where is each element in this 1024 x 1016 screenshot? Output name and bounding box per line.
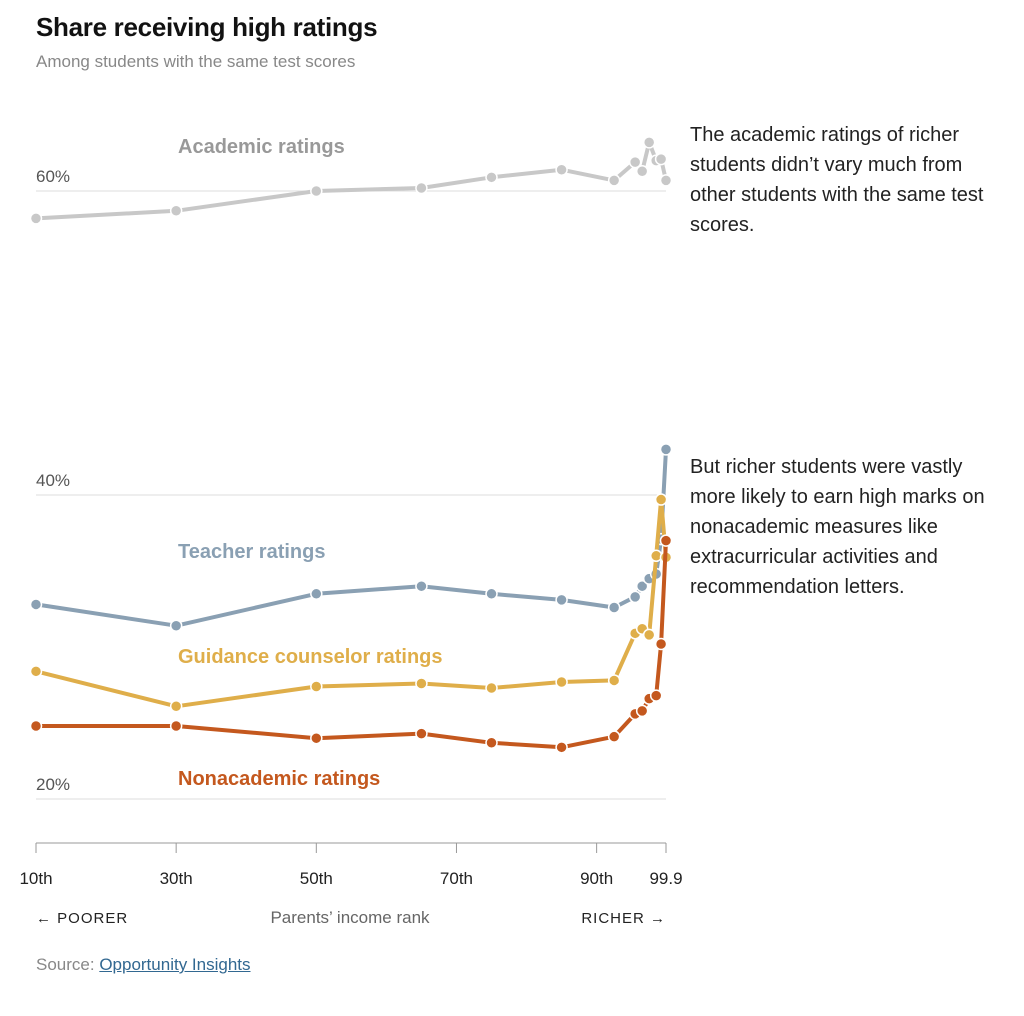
x-axis-right-label: RICHER → [581,910,666,927]
series-line [34,538,668,750]
data-point [29,212,43,225]
data-point [654,637,668,651]
data-point [415,727,428,740]
y-tick-label: 20% [36,775,70,794]
data-point [310,184,323,198]
data-point [635,579,649,593]
data-point [169,719,183,733]
source-link[interactable]: Opportunity Insights [99,955,251,974]
data-point [628,590,642,604]
series-line [34,140,668,221]
y-tick-label: 40% [36,471,70,490]
series-label: Guidance counselor ratings [178,646,443,668]
data-point [642,628,656,642]
chart-subtitle: Among students with the same test scores [36,52,356,71]
data-point [628,155,642,169]
x-tick-label: 10th [19,869,52,888]
data-point [29,665,43,678]
data-point [485,736,498,750]
chart-title: Share receiving high ratings [36,12,378,42]
data-point [485,587,498,601]
data-point [415,579,428,593]
data-point [310,587,323,601]
data-point [555,741,568,754]
data-point [607,674,621,687]
data-point [649,689,663,702]
x-tick-label: 30th [160,869,193,888]
academic-annotation: The academic ratings of richer students … [690,124,984,236]
data-point [555,593,568,607]
source-line: Source: Opportunity Insights [36,955,251,975]
series-label: Teacher ratings [178,541,325,563]
data-point [659,174,673,187]
x-tick-label: 50th [300,869,333,888]
data-point [310,680,323,693]
data-point [642,136,656,149]
source-prefix: Source: [36,955,100,974]
data-point [635,704,649,718]
data-point [555,163,568,176]
data-point [659,534,673,547]
data-point [169,700,183,713]
series-label: Nonacademic ratings [178,768,380,790]
data-point [607,174,621,187]
x-tick-label: 99.9 [649,869,682,888]
data-point [29,719,43,733]
series-line [34,447,668,628]
x-tick-label: 90th [580,869,613,888]
x-tick-label: 70th [440,869,473,888]
data-point [659,443,673,456]
x-axis-left-label: ← POORER [36,910,128,927]
data-point [485,681,498,695]
series-label: Academic ratings [178,136,345,158]
data-point [654,493,668,506]
data-point [169,204,183,218]
nonacademic-annotation: But richer students were vastly more lik… [690,456,985,598]
data-point [607,601,621,614]
data-point [654,152,668,166]
y-tick-label: 60% [36,167,70,186]
data-point [169,619,183,632]
x-axis-label: Parents’ income rank [270,908,430,927]
data-point [485,171,498,184]
data-point [555,675,568,689]
data-point [310,731,323,745]
data-point [29,598,43,611]
data-point [607,730,621,743]
data-point [415,677,428,690]
data-point [635,164,649,178]
data-point [415,181,428,195]
